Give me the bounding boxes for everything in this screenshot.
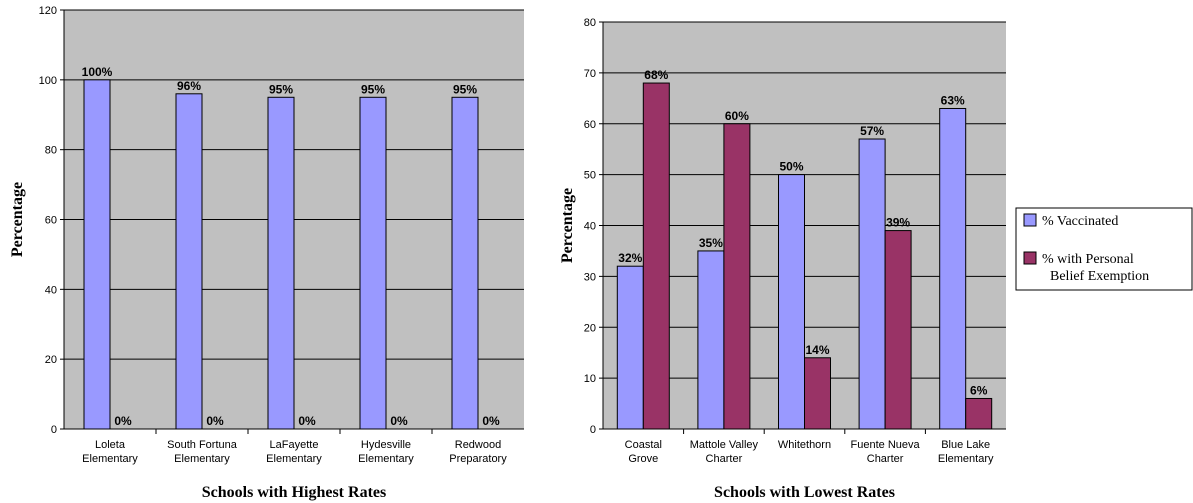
legend-label-pbe-line2: Belief Exemption — [1050, 269, 1149, 284]
x-category-label: Redwood Preparatory — [449, 439, 507, 465]
data-label: 32% — [618, 251, 642, 265]
x-category-label: South Fortuna Elementary — [167, 439, 238, 465]
x-axis-title: Schools with Lowest Rates — [714, 484, 895, 501]
y-tick-label: 80 — [45, 145, 57, 157]
legend-label-pbe-line1: % with Personal — [1042, 252, 1134, 267]
x-axis-title: Schools with Highest Rates — [202, 484, 386, 501]
y-tick-label: 80 — [584, 17, 596, 29]
legend-swatch-pbe — [1023, 251, 1037, 265]
y-axis-title: Percentage — [9, 182, 26, 257]
y-tick-label: 0 — [590, 424, 596, 436]
bar-pbe — [804, 357, 831, 430]
y-tick-label: 60 — [584, 119, 596, 131]
x-category-label: Hydesville Elementary — [358, 439, 414, 465]
data-label: 0% — [298, 414, 316, 428]
data-label: 14% — [805, 343, 829, 357]
bar-vaccinated — [267, 96, 295, 430]
data-label: 60% — [725, 109, 749, 123]
x-category-label: Fuente Nueva Charter — [851, 439, 921, 465]
y-tick-label: 10 — [584, 373, 596, 385]
y-axis-title: Percentage — [559, 188, 576, 263]
x-category-label: Whitethorn — [778, 439, 831, 451]
data-label: 39% — [886, 216, 910, 230]
data-label: 95% — [269, 82, 293, 96]
x-category-label: Mattole Valley Charter — [690, 439, 759, 465]
data-label: 95% — [361, 82, 385, 96]
y-tick-label: 70 — [584, 68, 596, 80]
y-tick-label: 100 — [39, 75, 57, 87]
legend-swatch-vaccinated — [1023, 213, 1037, 227]
data-label: 35% — [699, 236, 723, 250]
legend-label-vaccinated: % Vaccinated — [1042, 214, 1118, 229]
data-label: 96% — [177, 79, 201, 93]
legend: % Vaccinated % with Personal Belief Exem… — [1015, 207, 1193, 291]
y-tick-label: 20 — [584, 322, 596, 334]
data-label: 0% — [482, 414, 500, 428]
y-tick-label: 40 — [45, 284, 57, 296]
bar-vaccinated — [359, 96, 387, 430]
y-tick-label: 30 — [584, 271, 596, 283]
x-category-label: LaFayette Elementary — [266, 439, 322, 465]
bar-vaccinated — [858, 138, 886, 430]
x-category-label: Loleta Elementary — [82, 439, 138, 465]
x-category-label: Blue Lake Elementary — [938, 439, 994, 465]
bar-vaccinated — [778, 174, 805, 430]
x-category-label: Coastal Grove — [625, 439, 662, 465]
data-label: 57% — [860, 124, 884, 138]
y-tick-label: 0 — [51, 424, 57, 436]
y-tick-label: 60 — [45, 215, 57, 227]
y-tick-label: 50 — [584, 170, 596, 182]
data-label: 63% — [941, 93, 965, 107]
bar-pbe — [884, 230, 912, 430]
data-label: 0% — [390, 414, 408, 428]
bar-vaccinated — [83, 79, 111, 430]
bar-vaccinated — [616, 265, 644, 430]
bar-vaccinated — [175, 93, 203, 430]
left-chart: 0 20 40 60 80 100 120 Loleta Elementary 100% 0% Sou… — [9, 5, 524, 501]
right-chart: 0 10 20 30 40 50 60 70 80 Coastal Grove 32% 68% Matto… — [559, 17, 1006, 501]
bar-vaccinated — [697, 250, 725, 430]
data-label: 68% — [644, 68, 668, 82]
legend-frame — [1015, 207, 1193, 291]
y-tick-label: 40 — [584, 221, 596, 233]
data-label: 0% — [114, 414, 132, 428]
data-label: 50% — [779, 160, 803, 174]
data-label: 95% — [453, 82, 477, 96]
bar-pbe — [723, 123, 751, 430]
y-tick-label: 20 — [45, 354, 57, 366]
bar-pbe — [965, 397, 993, 430]
bar-vaccinated — [451, 96, 479, 430]
bar-pbe — [642, 82, 670, 430]
bar-vaccinated — [939, 107, 967, 430]
y-tick-label: 120 — [39, 5, 57, 17]
data-label: 0% — [206, 414, 224, 428]
data-label: 6% — [970, 383, 988, 397]
data-label: 100% — [82, 65, 113, 79]
